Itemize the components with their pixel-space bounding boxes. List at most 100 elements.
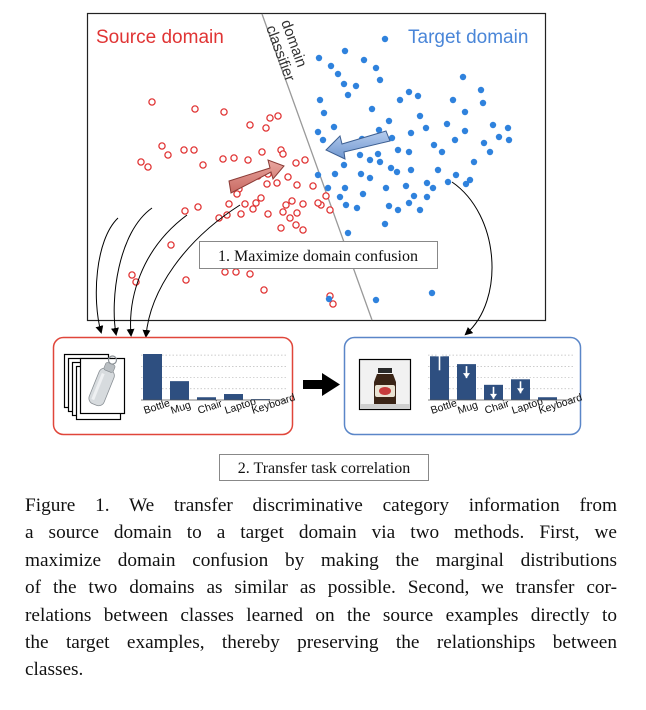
target-point (443, 120, 451, 128)
target-point (372, 64, 380, 72)
source-point (264, 210, 272, 218)
target-point (360, 56, 368, 64)
target-domain-label: Target domain (408, 27, 528, 48)
target-point (410, 192, 418, 200)
source-point (266, 114, 274, 122)
source-connectors (95, 181, 493, 338)
source-point (180, 146, 188, 154)
source-point (219, 155, 227, 163)
bar-keyboard (538, 397, 557, 400)
target-point (316, 96, 324, 104)
target-point (407, 166, 415, 174)
image-stack (63, 353, 126, 421)
target-point (334, 70, 342, 78)
source-point (225, 200, 233, 208)
target-point (382, 184, 390, 192)
caption-line: a source domain to a target domain via t… (25, 522, 617, 544)
target-point (353, 204, 361, 212)
source-point (273, 179, 281, 187)
bar-mug (170, 381, 189, 400)
target-point (462, 180, 470, 188)
target-point (405, 148, 413, 156)
source-point (182, 276, 190, 284)
source-point (293, 181, 301, 189)
target-point (375, 126, 383, 134)
source-point (220, 108, 228, 116)
source-point (288, 197, 296, 205)
source-point (299, 226, 307, 234)
source-point (246, 270, 254, 278)
target-point (394, 146, 402, 154)
domain-classifier-label: domain classifier (262, 18, 310, 84)
target-point (366, 156, 374, 164)
target-point (341, 47, 349, 55)
target-point (423, 193, 431, 201)
source-point (274, 112, 282, 120)
target-point (385, 202, 393, 210)
source-points (128, 98, 337, 308)
target-point (372, 296, 380, 304)
target-point (387, 164, 395, 172)
target-point (394, 206, 402, 214)
source-point (241, 200, 249, 208)
source-point (277, 224, 285, 232)
target-point (434, 166, 442, 174)
source-point (246, 121, 254, 129)
target-point (452, 171, 460, 179)
source-domain-label: Source domain (96, 27, 224, 48)
confusion-label-box (199, 241, 438, 269)
source-point (263, 180, 271, 188)
source-point (260, 286, 268, 294)
bar-laptop (224, 394, 243, 400)
target-point (359, 190, 367, 198)
source-point (314, 199, 322, 207)
source-point (252, 199, 260, 207)
target-point (486, 148, 494, 156)
transfer-label-box (219, 454, 429, 481)
target-point (356, 151, 364, 159)
target-point (422, 124, 430, 132)
target-point (479, 99, 487, 107)
figure-caption: Figure 1. We transfer discriminative cat… (25, 492, 617, 684)
target-point (376, 158, 384, 166)
source-point (279, 150, 287, 158)
source-point (223, 211, 231, 219)
caption-line: the target examples, thereby preserving … (25, 632, 617, 654)
target-point (352, 82, 360, 90)
transfer-label: 2. Transfer task correlation (238, 460, 410, 477)
target-point (407, 129, 415, 137)
scatter-frame (86, 12, 547, 322)
target-point (428, 289, 436, 297)
target-point (477, 86, 485, 94)
target-point (402, 182, 410, 190)
caption-line: classes. (25, 659, 84, 681)
target-point (327, 62, 335, 70)
source-point (221, 268, 229, 276)
bar-mug (457, 364, 476, 400)
target-point (331, 170, 339, 178)
target-point (459, 73, 467, 81)
confusion-label: 1. Maximize domain confusion (218, 248, 418, 265)
source-point (144, 163, 152, 171)
target-point (388, 134, 396, 142)
figure: domain classifier Source domain Target d… (52, 12, 584, 481)
target-point (341, 184, 349, 192)
target-point (336, 193, 344, 201)
target-point (461, 127, 469, 135)
adjust-arrow-head (517, 388, 524, 394)
target-point (315, 54, 323, 62)
target-point (330, 123, 338, 131)
target-point (319, 136, 327, 144)
target-point (449, 96, 457, 104)
source-point (191, 105, 199, 113)
source-point (258, 148, 266, 156)
water-bottle-image (88, 355, 118, 407)
target-point (366, 174, 374, 182)
target-point (451, 136, 459, 144)
target-shift-arrow (325, 130, 391, 160)
caption-line: relations between classes learned on the… (25, 604, 617, 626)
target-point (320, 109, 328, 117)
target-point (344, 229, 352, 237)
source-point (158, 142, 166, 150)
target-point (495, 133, 503, 141)
